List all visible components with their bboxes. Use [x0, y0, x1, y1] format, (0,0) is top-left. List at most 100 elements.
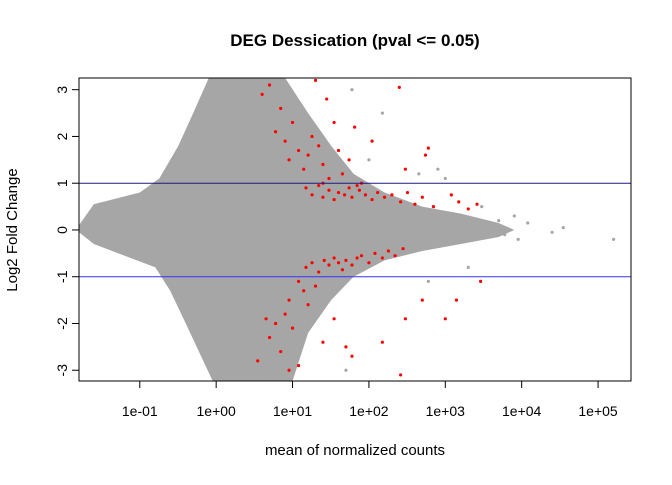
point-significant [420, 298, 424, 302]
point-nonsignificant [466, 265, 470, 269]
point-nonsignificant [115, 202, 119, 206]
point-significant [475, 202, 479, 206]
point-nonsignificant [103, 223, 107, 227]
point-significant [310, 134, 314, 139]
point-significant [399, 200, 403, 204]
point-significant [380, 340, 384, 344]
point-significant [403, 167, 407, 171]
point-significant [397, 85, 401, 89]
point-nonsignificant [417, 172, 421, 176]
point-significant [290, 120, 295, 125]
point-significant [313, 78, 318, 82]
x-tick-label: 1e+00 [197, 403, 237, 419]
point-significant [327, 176, 331, 181]
y-tick-label: -3 [54, 364, 70, 377]
y-tick-label: 3 [54, 86, 70, 94]
point-significant [290, 326, 295, 330]
point-significant [267, 83, 272, 87]
point-nonsignificant [107, 202, 111, 206]
y-axis-label: Log2 Fold Change [4, 168, 21, 291]
point-significant [350, 354, 354, 358]
point-significant [260, 92, 264, 96]
y-axis: 3 2 1 0 -1 -2 -3 [54, 86, 80, 377]
point-significant [367, 261, 371, 265]
point-significant [317, 270, 321, 274]
point-significant [313, 284, 318, 288]
point-significant [357, 188, 361, 192]
point-significant [382, 195, 387, 199]
point-significant [370, 139, 374, 143]
point-significant [306, 153, 310, 157]
point-significant [347, 186, 351, 190]
point-significant [344, 345, 348, 349]
point-significant [332, 197, 336, 202]
x-tick-label: 1e+05 [578, 403, 618, 419]
point-significant [264, 317, 268, 321]
point-significant [359, 254, 364, 258]
point-significant [325, 97, 329, 101]
x-tick-label: 1e-01 [122, 403, 158, 419]
point-significant [327, 263, 331, 267]
point-significant [457, 200, 461, 204]
point-significant [327, 188, 331, 192]
point-nonsignificant [350, 88, 354, 92]
point-significant [287, 368, 291, 372]
significant-points [256, 78, 483, 377]
point-significant [321, 195, 325, 199]
point-nonsignificant [480, 204, 484, 209]
x-axis: 1e-01 1e+00 1e+01 1e+02 1e+03 1e+04 1e+05 [122, 380, 618, 419]
point-significant [296, 363, 301, 368]
point-significant [426, 146, 430, 150]
point-significant [443, 317, 447, 321]
point-nonsignificant [344, 368, 348, 372]
point-nonsignificant [550, 230, 554, 234]
point-significant [353, 125, 357, 129]
point-significant [304, 265, 308, 269]
point-significant [306, 303, 310, 307]
point-significant [336, 261, 341, 265]
point-significant [310, 261, 314, 265]
point-significant [283, 139, 287, 143]
point-significant [336, 190, 341, 195]
x-tick-label: 1e+04 [502, 403, 542, 419]
point-significant [401, 247, 405, 251]
x-tick-label: 1e+03 [426, 403, 466, 419]
point-nonsignificant [561, 226, 565, 230]
point-nonsignificant [512, 214, 516, 218]
point-significant [420, 195, 424, 199]
point-significant [273, 321, 278, 326]
point-significant [256, 359, 260, 363]
nonsignificant-points [92, 88, 616, 372]
point-significant [423, 153, 428, 157]
y-tick-label: -1 [54, 270, 70, 283]
point-significant [317, 183, 321, 188]
point-significant [336, 148, 341, 153]
point-significant [287, 158, 291, 162]
point-significant [380, 256, 384, 260]
point-significant [322, 258, 326, 262]
point-nonsignificant [497, 219, 501, 223]
point-significant [403, 317, 407, 321]
point-significant [302, 289, 306, 293]
point-significant [390, 193, 394, 197]
point-nonsignificant [516, 237, 520, 241]
chart-title: DEG Dessication (pval <= 0.05) [230, 31, 479, 50]
point-significant [454, 298, 459, 302]
point-significant [350, 195, 354, 199]
point-significant [350, 263, 354, 267]
nonsignificant-cloud [79, 78, 515, 381]
threshold-lines [79, 182, 631, 278]
point-significant [431, 204, 436, 209]
point-nonsignificant [436, 167, 440, 171]
point-nonsignificant [503, 233, 507, 237]
x-axis-label: mean of normalized counts [265, 442, 445, 459]
point-significant [332, 317, 336, 321]
point-significant [355, 256, 359, 260]
point-nonsignificant [367, 158, 371, 162]
x-tick-label: 1e+01 [273, 403, 313, 419]
point-significant [321, 340, 325, 344]
y-tick-label: 1 [54, 179, 70, 187]
point-significant [340, 268, 345, 272]
point-nonsignificant [98, 202, 102, 206]
point-nonsignificant [426, 279, 430, 284]
